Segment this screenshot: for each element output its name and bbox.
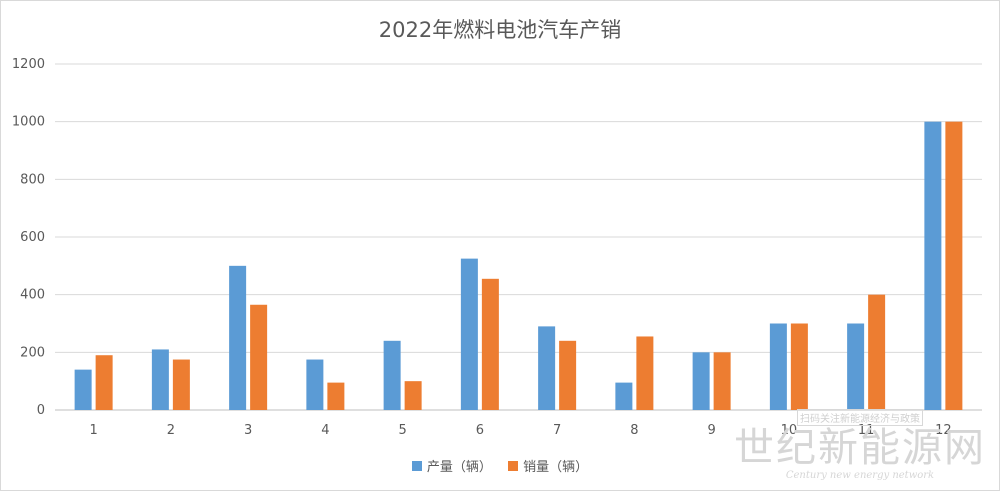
legend-swatch-production — [411, 460, 422, 471]
x-tick-label: 8 — [630, 423, 638, 438]
bar-production-12 — [924, 121, 942, 411]
y-tick-label: 800 — [20, 172, 45, 187]
watermark: 扫码关注新能源经济与政策 世纪新能源网 Century new energy n… — [734, 407, 986, 481]
bar-production-1 — [74, 369, 92, 410]
x-tick-label: 3 — [244, 423, 252, 438]
bar-sales-8 — [636, 336, 654, 410]
bar-sales-4 — [327, 382, 345, 410]
y-tick-label: 200 — [20, 345, 45, 360]
y-tick-label: 1200 — [12, 57, 45, 72]
y-tick-label: 0 — [37, 403, 45, 418]
bar-production-6 — [460, 258, 478, 410]
watermark-qr-caption: 扫码关注新能源经济与政策 — [797, 409, 923, 426]
x-tick-label: 1 — [89, 423, 97, 438]
bar-sales-12 — [945, 121, 963, 411]
bar-production-3 — [229, 265, 247, 410]
y-tick-label: 1000 — [12, 115, 45, 130]
bar-sales-10 — [790, 323, 808, 410]
bar-sales-7 — [559, 340, 577, 410]
bar-sales-2 — [172, 359, 190, 410]
legend-label-production: 产量（辆） — [426, 460, 492, 475]
watermark-logo-text: 世纪新能源网 — [734, 425, 986, 471]
x-tick-label: 10 — [781, 423, 798, 438]
x-tick-label: 6 — [476, 423, 484, 438]
x-tick-label: 5 — [398, 423, 406, 438]
bar-production-11 — [847, 323, 865, 410]
legend-item-sales: 销量（辆） — [508, 456, 588, 475]
x-tick-label: 12 — [935, 423, 952, 438]
bar-production-5 — [383, 340, 401, 410]
y-tick-label: 600 — [20, 230, 45, 245]
legend-label-sales: 销量（辆） — [523, 460, 589, 475]
bar-sales-5 — [404, 381, 422, 410]
x-tick-label: 9 — [707, 423, 715, 438]
bar-production-9 — [692, 352, 710, 410]
bar-production-8 — [615, 382, 633, 410]
bar-sales-3 — [250, 304, 268, 410]
x-tick-label: 11 — [858, 423, 875, 438]
bar-sales-1 — [95, 355, 113, 410]
bar-production-10 — [769, 323, 787, 410]
legend-item-production: 产量（辆） — [411, 456, 492, 475]
watermark-english: Century new energy network — [785, 470, 935, 481]
y-tick-label: 400 — [20, 288, 45, 303]
legend-swatch-sales — [508, 460, 519, 471]
x-tick-label: 2 — [167, 423, 175, 438]
chart-legend: 产量（辆） 销量（辆） — [0, 456, 1000, 475]
x-tick-label: 7 — [553, 423, 561, 438]
x-tick-label: 4 — [321, 423, 329, 438]
bar-sales-6 — [481, 278, 499, 410]
bar-production-4 — [306, 359, 324, 410]
bar-production-7 — [538, 326, 556, 410]
bar-sales-9 — [713, 352, 731, 410]
bar-production-2 — [151, 349, 169, 410]
chart-title: 2022年燃料电池汽车产销 — [378, 18, 622, 42]
bar-sales-11 — [868, 294, 886, 410]
